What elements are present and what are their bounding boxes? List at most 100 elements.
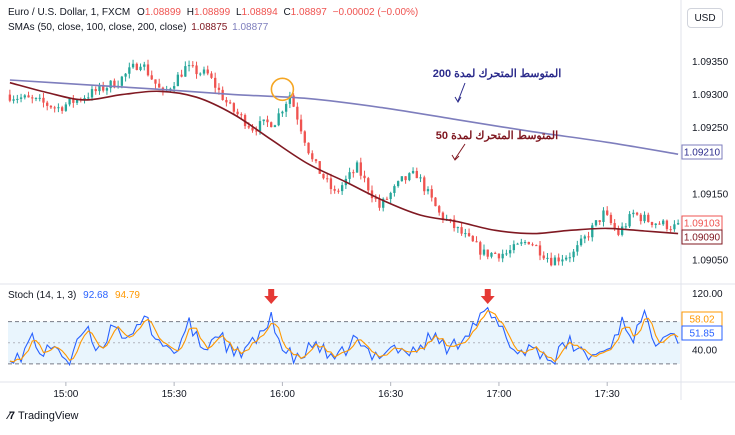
candle-body: [247, 126, 250, 128]
candle-body: [38, 97, 41, 99]
annotations: المتوسط المتحرك لمدة 200 المتوسط المتحرك …: [264, 68, 561, 304]
candle-body: [318, 161, 321, 174]
axes: 1.09350 1.09300 1.09250 1.09150 1.09050 15:00…: [53, 57, 728, 400]
candle-body: [494, 252, 497, 254]
brand: ⁄7 TradingView: [8, 410, 79, 422]
candle-body: [240, 114, 243, 116]
candle-body: [542, 255, 545, 259]
candle-body: [538, 245, 542, 256]
candle-body: [333, 189, 336, 191]
candle-body: [57, 107, 60, 109]
high-label: H: [186, 7, 194, 18]
candle-body: [314, 159, 318, 162]
currency-button[interactable]: USD: [687, 8, 723, 28]
candle-body: [650, 222, 654, 226]
candle-body: [430, 189, 433, 198]
stoch-label: Stoch (14, 1, 3): [8, 290, 77, 301]
candle-body: [419, 177, 422, 179]
time-tick-label: 15:30: [162, 389, 187, 400]
candle-body: [602, 210, 605, 222]
candle-body: [490, 252, 493, 257]
stoch-d-line: [9, 310, 679, 363]
stoch-k-price-label-text: 58.02: [689, 315, 714, 326]
candle-body: [624, 226, 628, 228]
candle-body: [49, 105, 53, 108]
candle-body: [53, 107, 56, 109]
candle-body: [87, 97, 90, 99]
candle-body: [187, 65, 191, 67]
candle-body: [191, 65, 194, 67]
candle-body: [337, 190, 340, 192]
candle-body: [27, 95, 30, 98]
candle-body: [109, 80, 112, 89]
candle-body: [46, 102, 49, 106]
candle-body: [400, 176, 404, 182]
candle-body: [662, 220, 665, 225]
candle-body: [348, 172, 351, 179]
candle-body: [139, 66, 142, 70]
candle-body: [273, 125, 277, 128]
candle-body: [546, 257, 549, 259]
signal-arrow-shaft: [268, 289, 275, 296]
candle-body: [42, 97, 45, 103]
candle-body: [251, 127, 254, 131]
candle-body: [598, 220, 601, 222]
candle-body: [143, 64, 146, 67]
candle-body: [225, 99, 228, 103]
symbol-legend: Euro / U.S. Dollar, 1, FXCM O1.08899 H1.…: [8, 7, 418, 18]
sma200-price-label-box: [681, 144, 723, 160]
candle-body: [303, 131, 306, 143]
candle-body: [669, 229, 672, 231]
brand-name: TradingView: [17, 410, 79, 422]
candle-body: [654, 223, 657, 226]
candle-body: [12, 99, 15, 101]
stoch-d-price-label-text: 51.85: [689, 329, 714, 340]
candle-body: [90, 89, 94, 98]
candle-body: [75, 99, 79, 103]
sma-value-1: 1.08875: [191, 22, 228, 33]
moving-averages: [9, 79, 679, 235]
candle-body: [311, 153, 314, 160]
candle-body: [124, 73, 127, 77]
candle-body: [587, 236, 590, 238]
candle-body: [105, 88, 109, 91]
candle-body: [647, 214, 650, 223]
candle-body: [460, 227, 463, 234]
candle-body: [382, 198, 385, 208]
time-tick-label: 16:00: [270, 389, 295, 400]
candle-body: [150, 75, 153, 80]
candle-body: [98, 84, 101, 92]
candle-body: [363, 175, 366, 179]
candle-body: [505, 253, 508, 255]
sma-legend: SMAs (50, close, 100, close, 200, close)…: [8, 22, 268, 33]
candle-body: [31, 97, 34, 99]
candle-body: [299, 119, 303, 132]
last-price-label-text: 1.09103: [684, 219, 721, 230]
candle-body: [408, 173, 411, 181]
candle-body: [606, 210, 609, 215]
candle-body: [34, 97, 38, 99]
low-label: L: [235, 7, 242, 18]
candle-body: [221, 89, 224, 100]
candle-body: [64, 104, 68, 111]
candle-body: [72, 98, 75, 103]
candle-body: [456, 227, 460, 229]
annotation-200-arrow: [457, 82, 466, 102]
candle-body: [471, 235, 474, 242]
candle-body: [475, 241, 478, 243]
candle-body: [643, 214, 646, 222]
stoch-legend: Stoch (14, 1, 3) 92.68 94.79: [8, 290, 140, 301]
candle-body: [236, 111, 239, 115]
candle-body: [531, 244, 534, 246]
annotation-50-arrowhead: [451, 154, 460, 161]
symbol-name: Euro / U.S. Dollar, 1, FXCM: [8, 7, 131, 18]
candle-body: [326, 178, 329, 180]
candle-body: [441, 212, 445, 220]
stoch-tick-label: 40.00: [692, 345, 717, 356]
crossover-circle: [270, 77, 295, 102]
candle-body: [620, 226, 624, 235]
signal-arrow-icon: [480, 296, 495, 304]
candles: [8, 59, 680, 267]
candle-body: [199, 73, 202, 75]
